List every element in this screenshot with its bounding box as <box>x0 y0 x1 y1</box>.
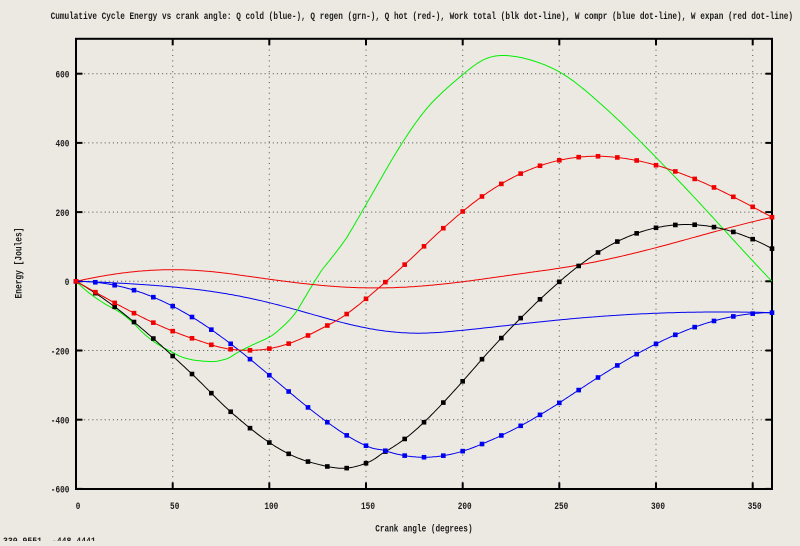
svg-text:200: 200 <box>56 208 70 220</box>
svg-text:0: 0 <box>65 277 70 289</box>
svg-text:350: 350 <box>748 501 762 513</box>
svg-text:250: 250 <box>554 501 568 513</box>
svg-text:50: 50 <box>170 501 179 513</box>
svg-text:Crank angle (degrees): Crank angle (degrees) <box>375 524 472 536</box>
svg-text:Cumulative Cycle Energy vs cra: Cumulative Cycle Energy vs crank angle: … <box>51 11 793 23</box>
svg-text:-200: -200 <box>51 346 70 358</box>
svg-text:200: 200 <box>458 501 472 513</box>
svg-text:600: 600 <box>56 70 70 82</box>
svg-text:Energy [Joules]: Energy [Joules] <box>14 228 26 299</box>
svg-text:100: 100 <box>264 501 278 513</box>
svg-text:150: 150 <box>361 501 375 513</box>
svg-text:400: 400 <box>56 139 70 151</box>
svg-text:-600: -600 <box>51 485 70 497</box>
svg-text:-400: -400 <box>51 416 70 428</box>
svg-text:300: 300 <box>651 501 665 513</box>
svg-text:0: 0 <box>76 501 81 513</box>
svg-text:330.9551, -448.4441: 330.9551, -448.4441 <box>3 536 96 541</box>
